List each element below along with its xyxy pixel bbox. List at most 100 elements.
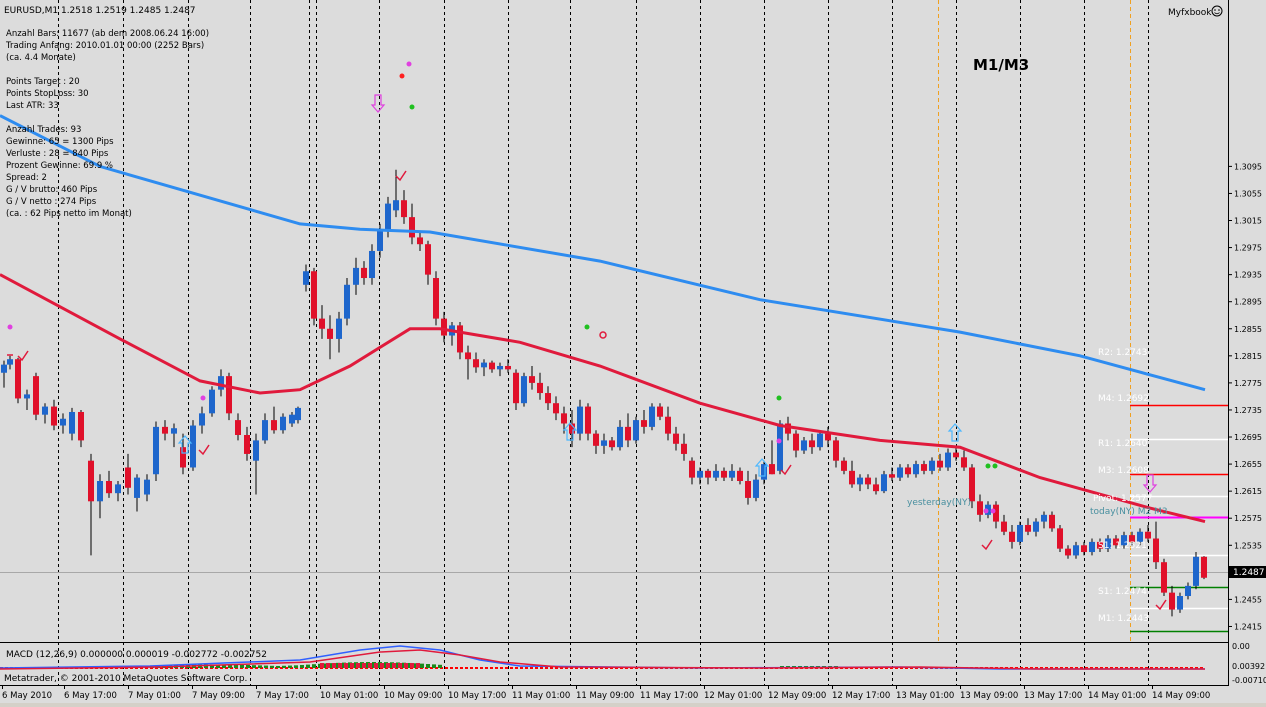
bull-candle <box>1121 535 1127 546</box>
bear-candle <box>961 457 967 468</box>
price-axis-background <box>1228 0 1266 703</box>
y-tick-label: 1.3055 <box>1234 189 1262 198</box>
signal-dot <box>584 324 590 330</box>
y-tick-label: 1.2975 <box>1234 244 1262 253</box>
macd-histogram-bar <box>276 665 280 668</box>
macd-histogram-bar <box>294 665 298 668</box>
bear-candle <box>327 328 333 339</box>
stats-line: Last ATR: 33 <box>6 101 59 111</box>
pivot-m4-label: M4: 1.2692 <box>1098 394 1149 404</box>
macd-histogram-bar <box>404 663 408 668</box>
bear-candle <box>1097 541 1103 549</box>
pivot-m1-label: M1: 1.2443 <box>1098 614 1149 624</box>
bull-candle <box>1185 585 1191 597</box>
bear-candle <box>433 278 439 319</box>
bear-candle <box>1025 524 1031 532</box>
bull-candle <box>262 420 268 441</box>
bear-candle <box>465 352 471 360</box>
bull-candle <box>336 318 342 339</box>
macd-histogram-bar <box>416 663 420 668</box>
time-axis: 6 May 2010 6 May 17:00 7 May 01:00 7 May 09… <box>2 685 1210 701</box>
macd-histogram-bar <box>326 663 330 668</box>
bear-candle <box>705 470 711 478</box>
stats-line: Spread: 2 <box>6 173 47 183</box>
y-tick-label: 1.2575 <box>1234 514 1262 523</box>
x-tick-label: 12 May 09:00 <box>768 691 826 701</box>
bear-candle <box>585 406 591 434</box>
bull-candle <box>344 284 350 319</box>
macd-histogram-bar <box>338 663 342 668</box>
macd-histogram-bar <box>234 664 238 668</box>
y-tick-label: 1.2615 <box>1234 487 1262 496</box>
bear-candle <box>593 433 599 446</box>
macd-histogram-bar <box>282 665 286 668</box>
bear-candle <box>1065 548 1071 556</box>
bear-candle <box>1201 556 1207 578</box>
bear-candle <box>1001 521 1007 532</box>
bear-candle <box>1113 538 1119 546</box>
macd-histogram-bar <box>380 663 384 668</box>
y-tick-label: 1.2455 <box>1234 595 1262 604</box>
bear-candle <box>641 420 647 427</box>
bull-candle <box>171 428 177 434</box>
bear-candle <box>513 372 519 404</box>
bull-candle <box>881 474 887 492</box>
bear-candle <box>665 416 671 434</box>
bull-candle <box>521 376 527 404</box>
bear-candle <box>905 467 911 475</box>
x-tick-label: 7 May 17:00 <box>256 691 309 701</box>
x-tick-label: 13 May 01:00 <box>896 691 954 701</box>
bull-candle <box>1073 545 1079 556</box>
bear-candle <box>1161 562 1167 593</box>
bear-candle <box>106 481 112 494</box>
bull-candle <box>1137 531 1143 542</box>
trade-markers <box>7 61 1167 611</box>
bear-candle <box>235 420 241 435</box>
macd-histogram-bar <box>420 663 424 668</box>
x-tick-label: 10 May 09:00 <box>384 691 442 701</box>
bull-candle <box>369 250 375 279</box>
signal-dot <box>990 508 996 514</box>
macd-histogram-bar <box>210 664 214 668</box>
bear-candle <box>873 484 879 492</box>
macd-scale-top: 0.00392 <box>1232 662 1265 671</box>
bear-candle <box>889 474 895 478</box>
x-tick-label: 6 May 17:00 <box>64 691 117 701</box>
brand-label: Myfxbook <box>1168 8 1212 18</box>
bull-candle <box>753 479 759 498</box>
macd-signal-line <box>0 649 1205 670</box>
signal-dot <box>983 508 989 514</box>
x-tick-label: 11 May 09:00 <box>576 691 634 701</box>
bull-candle <box>377 230 383 251</box>
y-tick-label: 1.2655 <box>1234 460 1262 469</box>
bear-candle <box>401 200 407 218</box>
macd-histogram-bar <box>438 664 442 668</box>
bear-candle <box>809 440 815 448</box>
bear-candle <box>865 477 871 485</box>
macd-histogram-bar <box>426 663 430 668</box>
bear-candle <box>937 460 943 468</box>
pivot-s1b-label: S1: 1.2521 <box>1098 541 1147 551</box>
macd-histogram-bar <box>410 663 414 668</box>
bull-candle <box>42 406 48 415</box>
macd-histogram-bar <box>356 663 360 668</box>
x-tick-label: 14 May 09:00 <box>1152 691 1210 701</box>
bull-candle <box>60 418 66 426</box>
stats-line: Gewinne: 65 = 1300 Pips <box>6 137 114 147</box>
bull-candle <box>761 464 767 480</box>
signal-dot <box>776 395 782 401</box>
exit-marker <box>599 331 607 339</box>
bull-candle <box>144 479 150 495</box>
bear-candle <box>1009 531 1015 542</box>
x-tick-label: 14 May 01:00 <box>1088 691 1146 701</box>
stats-line: G / V brutto: 460 Pips <box>6 185 98 195</box>
bear-candle <box>689 460 695 478</box>
bear-candle <box>537 382 543 394</box>
stats-line: Verluste : 28 = 840 Pips <box>6 149 109 159</box>
statistics-panel: Anzahl Bars: 11677 (ab dem 2008.06.24 16… <box>5 29 209 219</box>
pivot-label: Pivot: 1.2577 <box>1093 494 1152 504</box>
bull-candle <box>929 460 935 471</box>
fast-moving-average <box>0 273 1206 524</box>
bear-candle <box>271 420 277 431</box>
y-tick-label: 1.2815 <box>1234 352 1262 361</box>
